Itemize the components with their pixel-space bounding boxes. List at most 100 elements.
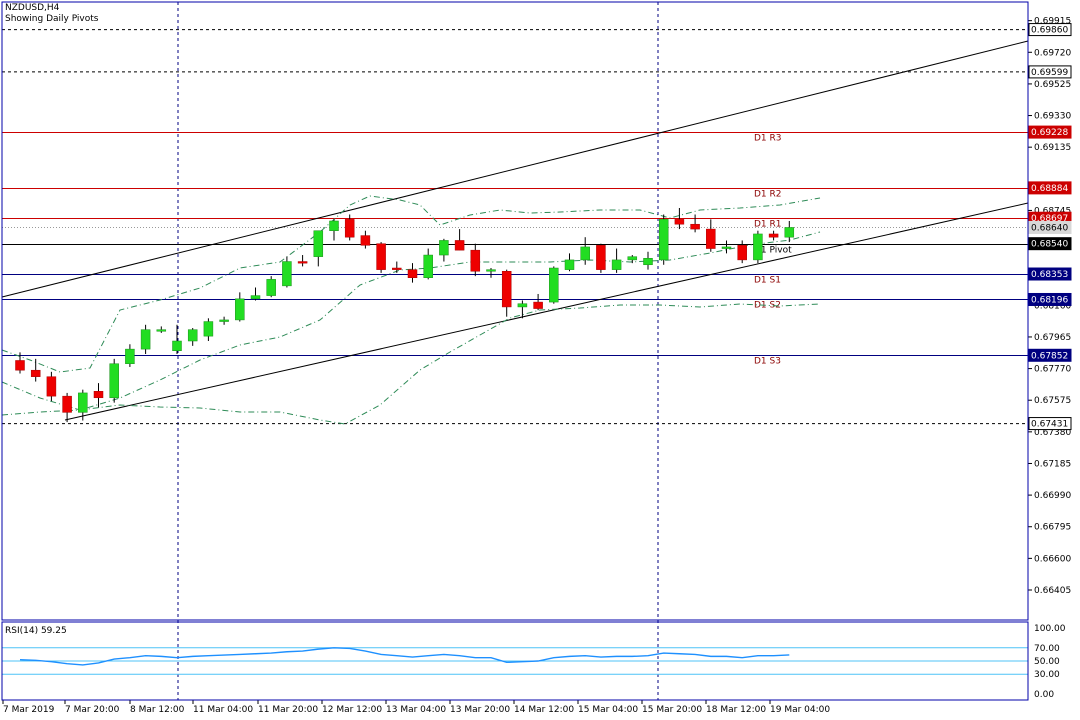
pivot-price-tag	[1028, 237, 1072, 251]
candle[interactable]	[690, 214, 700, 233]
candle[interactable]	[533, 293, 543, 311]
candle[interactable]	[486, 268, 496, 278]
rsi-plot-area[interactable]	[2, 647, 1028, 675]
candle[interactable]	[172, 324, 182, 354]
bull-candle-body	[423, 254, 433, 278]
rsi-axis-label: 70.00	[1034, 644, 1060, 654]
rsi-line	[19, 647, 790, 666]
candle[interactable]	[454, 229, 465, 251]
price-tick-label: 0.67965	[1034, 333, 1071, 343]
candle[interactable]	[596, 243, 606, 273]
candle[interactable]	[549, 266, 559, 304]
candle[interactable]	[439, 238, 449, 262]
price-panel-frame	[1, 1, 1029, 621]
bull-candle-body	[564, 259, 575, 270]
price-tick-label: 0.69525	[1034, 80, 1071, 90]
pivot-label: D1 S2	[754, 301, 781, 311]
candle[interactable]	[140, 324, 151, 354]
candle[interactable]	[250, 287, 261, 301]
candle[interactable]	[219, 316, 229, 325]
pivot-price-tag	[1028, 125, 1072, 139]
candle[interactable]	[313, 230, 324, 267]
time-label: 12 Mar 12:00	[322, 705, 382, 715]
middle-band	[1, 231, 821, 411]
candle[interactable]	[62, 392, 72, 423]
symbol-label: NZDUSD,H4	[5, 3, 60, 13]
candle[interactable]	[125, 344, 135, 367]
price-tick-label: 0.69330	[1034, 112, 1071, 122]
candle[interactable]	[580, 237, 590, 265]
candle[interactable]	[15, 352, 25, 374]
candle[interactable]	[282, 256, 292, 288]
candle[interactable]	[501, 269, 512, 317]
candle[interactable]	[706, 219, 716, 252]
rsi-panel-frame	[1, 621, 1029, 701]
candle[interactable]	[392, 261, 402, 273]
candle[interactable]	[203, 318, 214, 342]
candle[interactable]	[721, 240, 732, 254]
time-label: 15 Mar 20:00	[642, 705, 702, 715]
lower-band	[1, 303, 821, 425]
price-plot-area[interactable]: D1 R3 D1 R2 D1 R1 D1 Pivot D1 S1 D1 S2 D1 S3	[1, 2, 1029, 700]
candle[interactable]	[78, 389, 88, 421]
candle[interactable]	[658, 214, 669, 265]
bear-candle-body	[46, 376, 57, 397]
price-tick-label: 0.67185	[1034, 459, 1071, 469]
candle[interactable]	[109, 358, 119, 403]
candle[interactable]	[611, 248, 622, 273]
bull-candle-body	[266, 279, 276, 296]
price-tick-label: 0.69720	[1034, 48, 1071, 58]
bull-candle-body	[611, 259, 622, 270]
candle[interactable]	[564, 253, 575, 272]
candle[interactable]	[93, 383, 104, 408]
candle[interactable]	[187, 328, 198, 346]
bear-candle-body	[360, 235, 371, 246]
candle[interactable]	[784, 220, 795, 243]
candle[interactable]	[470, 243, 481, 277]
bull-candle-body	[784, 227, 795, 238]
candle[interactable]	[30, 358, 41, 382]
pivot-price-tag-text: 0.69228	[1031, 128, 1068, 138]
candle[interactable]	[235, 292, 245, 322]
candle[interactable]	[627, 255, 638, 264]
candle[interactable]	[156, 326, 167, 333]
bear-candle-body	[407, 269, 418, 278]
candle[interactable]	[297, 255, 308, 267]
time-label: 15 Mar 04:00	[578, 705, 638, 715]
candle[interactable]	[643, 251, 653, 270]
candle[interactable]	[517, 300, 528, 319]
candle[interactable]	[266, 276, 276, 298]
pivot-price-tag	[1028, 292, 1072, 306]
candle[interactable]	[753, 230, 763, 264]
candle[interactable]	[768, 230, 779, 241]
level-price-tag-text: 0.69860	[1031, 26, 1068, 36]
bull-candle-body	[282, 261, 292, 287]
time-label: 7 Mar 2019	[3, 705, 55, 715]
bull-candle-body	[627, 256, 638, 261]
current-price-tag	[1028, 220, 1072, 234]
pivot-price-tag	[1028, 181, 1072, 195]
price-tick-label: 0.67770	[1034, 365, 1071, 375]
bear-candle-body	[30, 369, 41, 377]
pivot-price-tag	[1028, 348, 1072, 362]
bull-candle-body	[580, 246, 590, 261]
bull-candle-body	[140, 329, 151, 350]
candle[interactable]	[674, 208, 685, 230]
pivot-price-tag-text: 0.68540	[1031, 240, 1068, 250]
candle[interactable]	[376, 242, 386, 273]
price-tick-label: 0.68160	[1034, 301, 1071, 311]
candle[interactable]	[344, 214, 355, 241]
candle[interactable]	[329, 219, 339, 241]
bear-candle-body	[15, 360, 25, 371]
candle[interactable]	[407, 263, 418, 283]
candle[interactable]	[46, 371, 57, 402]
bear-candle-body	[706, 228, 716, 249]
candle[interactable]	[360, 230, 371, 249]
time-label: 18 Mar 12:00	[706, 705, 766, 715]
candle[interactable]	[737, 240, 747, 264]
bull-candle-body	[517, 303, 528, 308]
bear-candle-body	[596, 245, 606, 270]
time-label: 7 Mar 20:00	[65, 705, 120, 715]
candle[interactable]	[423, 248, 433, 280]
